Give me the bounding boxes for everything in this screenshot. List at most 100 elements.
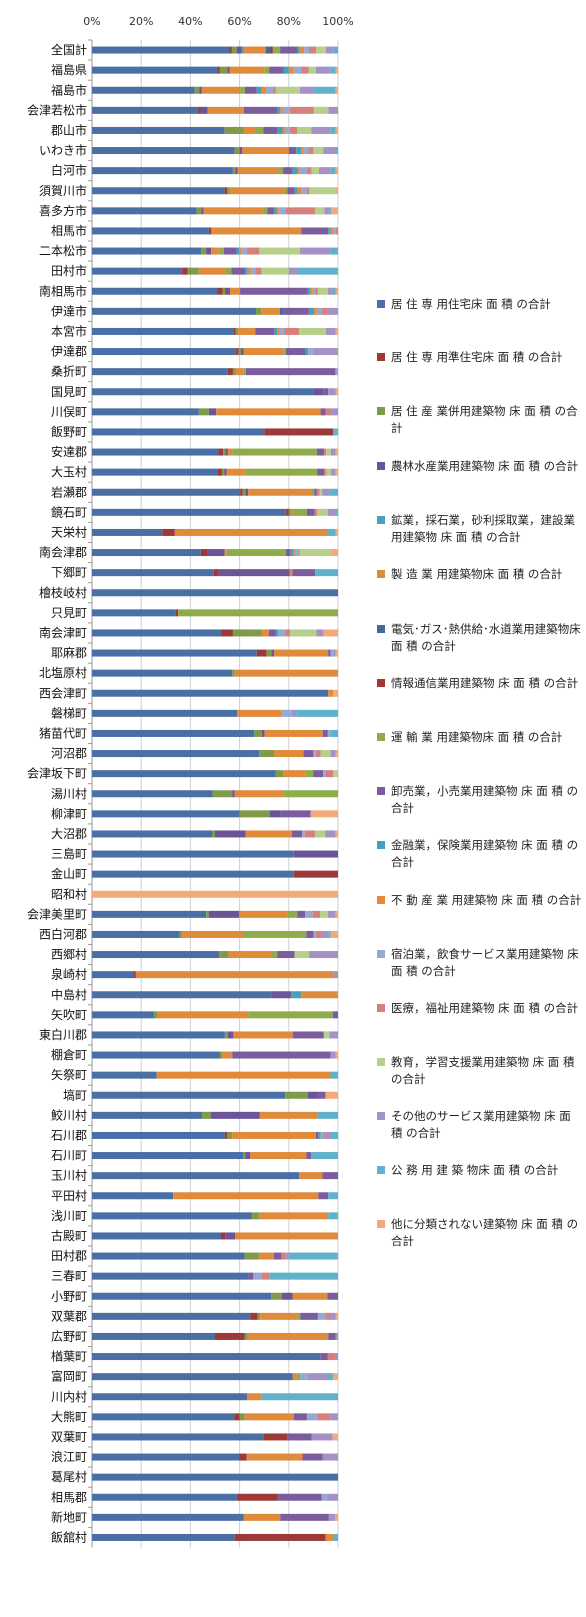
category-label: 会津坂下町 [27, 767, 87, 781]
bar-segment [305, 910, 313, 918]
bar-segment [335, 910, 338, 918]
x-tick-label: 60% [227, 15, 251, 28]
bar-segment [92, 1393, 247, 1401]
bar-segment [335, 448, 338, 456]
bar-segment [324, 468, 327, 476]
bar-segment [293, 850, 338, 858]
bar-segment [231, 267, 246, 275]
legend-item: 宿泊業，飲食サービス業用建築物 床 面 積 の合計 [377, 946, 582, 980]
legend-label: 居 住 専 用準住宅床 面 積 の合計 [391, 350, 563, 364]
bar-segment [261, 629, 269, 637]
bar-segment [92, 1413, 235, 1421]
legend-label: 鉱業，採石業，砂利採取業，建設業用建築物 床 面 積 の合計 [391, 513, 575, 544]
bar-segment [133, 971, 136, 979]
category-label: 伊達市 [51, 303, 87, 318]
category-label: 平田村 [51, 1189, 87, 1203]
bar-segment [92, 187, 225, 195]
bar-segment [335, 187, 338, 195]
bar-segment [225, 267, 232, 275]
category-label: 河沼郡 [51, 747, 87, 761]
category-label: 大熊町 [51, 1409, 87, 1424]
bar-segment [92, 1292, 272, 1300]
bar-segment [273, 86, 276, 94]
bar-segment [288, 1252, 338, 1260]
bar-segment [182, 267, 188, 275]
bar-segment [234, 1413, 240, 1421]
bar-segment [232, 448, 317, 456]
bar-segment [135, 971, 334, 979]
bar-segment [327, 910, 336, 918]
bar-segment [330, 930, 338, 938]
bar-segment [263, 1433, 288, 1441]
bar-segment [198, 267, 226, 275]
bar-segment [264, 729, 323, 737]
bar-segment [210, 1111, 260, 1119]
bar-segment [222, 287, 226, 295]
legend-item: その他のサービス業用建築物 床 面 積 の合計 [377, 1108, 582, 1142]
bar-segment [286, 1252, 289, 1260]
bar-segment [211, 227, 302, 235]
bar-segment [307, 287, 311, 295]
bar-segment [274, 750, 304, 758]
bar-segment [327, 1373, 333, 1381]
bar-segment [239, 1413, 245, 1421]
bar-segment [335, 388, 338, 396]
bar-segment [283, 790, 338, 798]
bar-segment [325, 1131, 331, 1139]
bar-segment [218, 569, 290, 577]
category-label: 南会津町 [39, 625, 87, 640]
bar-segment [299, 327, 326, 335]
bar-segment [292, 167, 298, 175]
bar-segment [239, 247, 242, 255]
bar-segment [328, 207, 332, 215]
bar-segment [92, 1252, 245, 1260]
category-label: 福島県 [51, 62, 87, 77]
bar-segment [92, 910, 207, 918]
bar-segment [259, 750, 275, 758]
x-tick-label: 40% [178, 15, 202, 28]
bar-segment [92, 850, 294, 858]
bar-segment [325, 408, 331, 416]
bar-segment [312, 287, 316, 295]
bar-segment [335, 368, 338, 376]
bar-segment [297, 167, 300, 175]
bar-segment [207, 106, 244, 114]
category-label: 郡山市 [51, 122, 87, 137]
legend-swatch [377, 353, 385, 361]
bar-segment [235, 167, 238, 175]
legend-label: 不 動 産 業 用建築物 床 面 積 の合計 [391, 893, 582, 907]
legend-swatch [377, 570, 385, 578]
bar-segment [92, 46, 230, 54]
bar-segment [233, 327, 236, 335]
category-label: 古殿町 [51, 1228, 87, 1243]
bar-segment [242, 147, 289, 155]
bar-segment [232, 790, 235, 798]
bar-segment [304, 830, 315, 838]
bar-segment [243, 930, 307, 938]
legend-item: 居 住 専 用住宅床 面 積 の合計 [377, 296, 582, 313]
bar-segment [277, 327, 280, 335]
category-label: 二本松市 [39, 243, 87, 258]
bar-segment [316, 46, 326, 54]
bar-segment [92, 348, 237, 356]
bar-segment [278, 629, 286, 637]
bar-segment [281, 1292, 293, 1300]
legend-swatch [377, 1112, 385, 1120]
bar-segment [276, 207, 279, 215]
bar-segment [220, 1232, 226, 1240]
category-label: 泉崎村 [51, 968, 87, 982]
bar-segment [92, 1011, 154, 1019]
bar-segment [250, 1152, 307, 1160]
bar-segment [92, 1493, 237, 1501]
bar-segment [291, 508, 294, 516]
category-label: 耶麻郡 [51, 645, 87, 660]
bar-segment [92, 167, 233, 175]
bar-segment [206, 247, 212, 255]
bar-segment [287, 187, 295, 195]
bar-segment [331, 468, 336, 476]
bar-segment [246, 1332, 329, 1340]
bar-segment [308, 307, 315, 315]
bar-segment [92, 227, 209, 235]
legend-item: 金融業，保険業用建築物 床 面 積 の合計 [377, 837, 582, 871]
bar-segment [92, 750, 260, 758]
